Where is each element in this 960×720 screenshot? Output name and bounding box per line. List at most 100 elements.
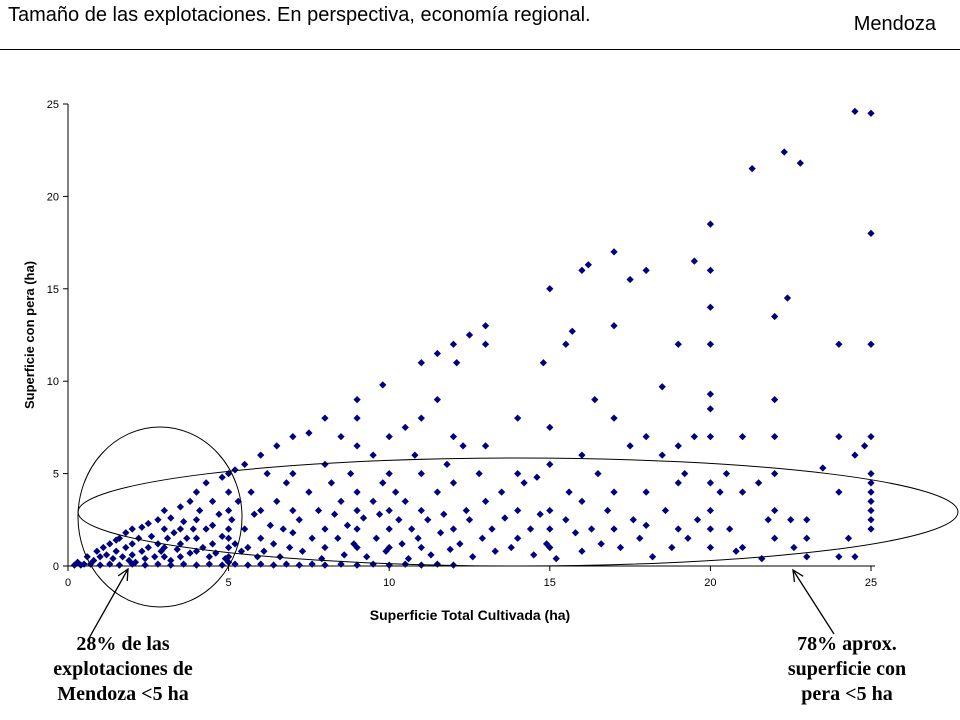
- data-point: [128, 525, 136, 533]
- y-tick-label: 10: [47, 376, 59, 388]
- data-point: [244, 561, 252, 569]
- data-point: [343, 521, 352, 529]
- data-point: [867, 506, 875, 515]
- data-point: [706, 433, 715, 441]
- data-point: [269, 561, 278, 569]
- data-point: [571, 529, 580, 537]
- data-point: [353, 525, 361, 533]
- data-point: [379, 381, 387, 389]
- y-tick-label: 25: [47, 99, 59, 111]
- left-annotation: 28% de las explotaciones de Mendoza <5 h…: [0, 632, 246, 707]
- data-point: [803, 534, 811, 542]
- data-point: [591, 396, 599, 404]
- data-point: [867, 479, 875, 487]
- data-point: [241, 525, 249, 533]
- right-annotation: 78% aprox. superficie con pera <5 ha: [742, 632, 952, 707]
- data-point: [192, 561, 201, 569]
- data-point: [716, 488, 724, 496]
- left-annotation-line: Mendoza <5 ha: [57, 683, 189, 705]
- pear-area-ellipse: [77, 457, 959, 567]
- data-point: [404, 554, 413, 563]
- data-point: [578, 547, 586, 555]
- data-point: [424, 516, 432, 524]
- data-point: [176, 553, 185, 561]
- data-point: [433, 488, 442, 496]
- data-point: [546, 423, 554, 432]
- data-point: [514, 506, 522, 515]
- left-annotation-line: explotaciones de: [53, 658, 193, 680]
- data-point: [542, 540, 551, 548]
- data-point: [215, 510, 223, 518]
- right-annotation-line: 78% aprox.: [797, 633, 897, 655]
- data-point: [497, 488, 506, 496]
- data-point: [224, 469, 233, 478]
- data-point: [433, 349, 442, 358]
- data-point: [208, 521, 217, 529]
- data-point: [353, 396, 361, 404]
- data-point: [674, 340, 682, 348]
- data-point: [851, 107, 859, 116]
- data-point: [375, 510, 384, 518]
- data-point: [218, 473, 226, 481]
- data-point: [122, 529, 130, 537]
- data-point: [706, 303, 715, 311]
- data-point: [771, 469, 779, 478]
- data-point: [128, 551, 136, 559]
- data-point: [224, 506, 233, 515]
- data-point: [626, 442, 634, 450]
- data-point: [347, 469, 355, 478]
- data-point: [257, 451, 265, 459]
- data-point: [160, 553, 168, 561]
- data-point: [350, 540, 358, 548]
- data-point: [565, 488, 573, 496]
- data-point: [273, 497, 281, 505]
- data-point: [584, 261, 592, 269]
- data-point: [758, 554, 766, 563]
- data-point: [860, 442, 869, 450]
- data-point: [96, 553, 104, 561]
- data-point: [260, 547, 268, 555]
- data-point: [433, 396, 442, 404]
- data-point: [867, 340, 875, 348]
- data-point: [122, 543, 130, 552]
- data-point: [398, 540, 406, 548]
- data-point: [279, 525, 287, 533]
- data-point: [353, 561, 361, 569]
- data-point: [128, 560, 136, 568]
- data-point: [417, 543, 425, 552]
- data-point: [748, 165, 756, 173]
- data-point: [125, 556, 133, 565]
- data-point: [562, 516, 570, 524]
- data-point: [379, 479, 387, 487]
- data-point: [205, 560, 213, 568]
- data-point: [835, 340, 843, 348]
- data-point: [340, 551, 348, 559]
- data-point: [771, 312, 779, 321]
- data-point: [273, 442, 281, 450]
- data-point: [382, 547, 390, 555]
- data-point: [208, 497, 217, 505]
- data-point: [321, 525, 329, 533]
- data-point: [353, 414, 361, 422]
- data-point: [286, 543, 294, 552]
- data-point: [330, 510, 339, 518]
- data-point: [546, 525, 554, 533]
- data-point: [321, 543, 329, 552]
- data-point: [353, 543, 361, 552]
- data-point: [295, 516, 303, 524]
- data-point: [318, 554, 326, 563]
- data-point: [475, 469, 483, 478]
- data-point: [706, 479, 715, 487]
- data-point: [241, 460, 249, 468]
- data-point: [218, 532, 226, 541]
- data-point: [231, 466, 239, 474]
- data-point: [661, 506, 670, 515]
- data-point: [314, 506, 323, 515]
- y-tick-label: 0: [53, 561, 59, 573]
- data-point: [224, 488, 233, 496]
- data-point: [456, 540, 464, 548]
- data-point: [144, 519, 152, 528]
- chart-points: [70, 107, 875, 569]
- x-axis-label: Superficie Total Cultivada (ha): [370, 607, 570, 623]
